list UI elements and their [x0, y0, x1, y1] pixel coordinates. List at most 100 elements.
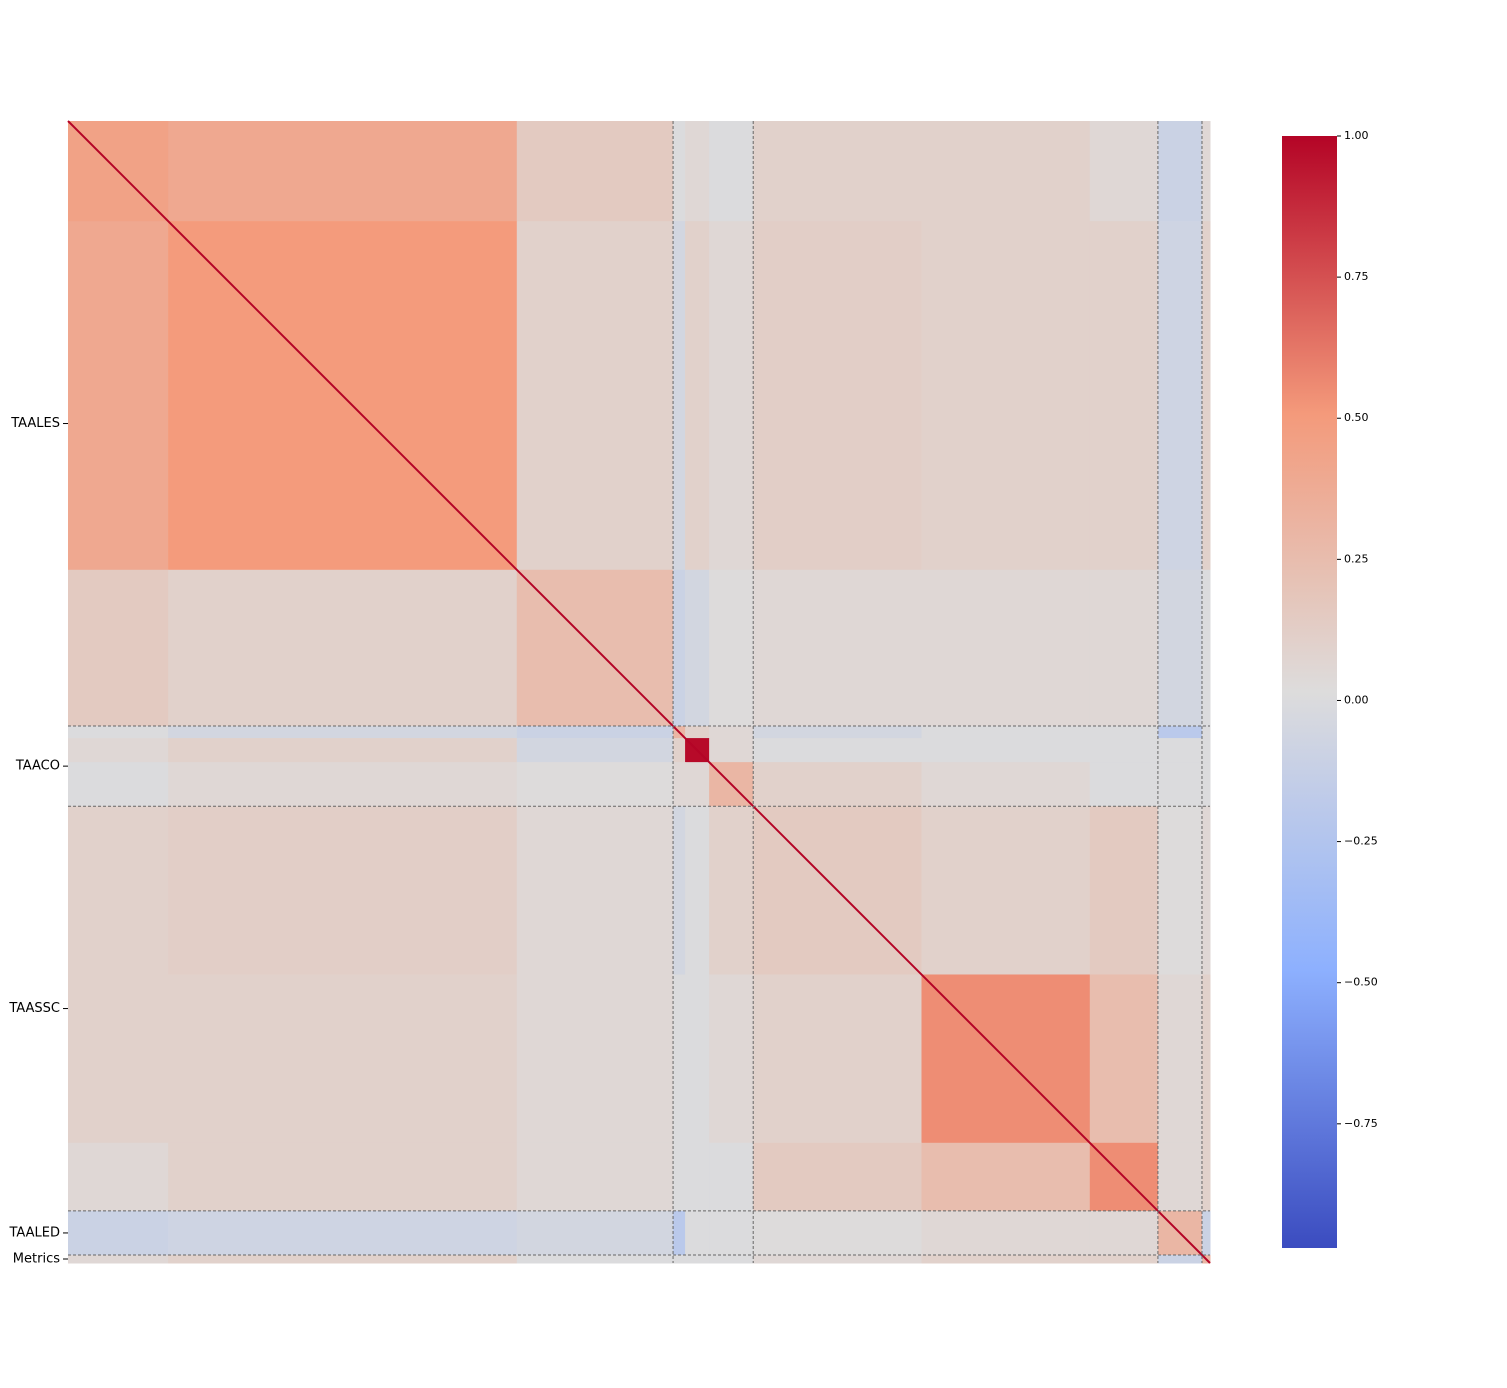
heatmap-cell — [685, 762, 710, 807]
heatmap-cell — [685, 569, 710, 727]
heatmap-cell — [1201, 806, 1211, 975]
heatmap-cell — [685, 1142, 710, 1212]
heatmap-cell — [168, 1142, 518, 1212]
y-tick-label: TAALED — [8, 1225, 60, 1240]
heatmap-cell — [921, 1210, 1091, 1256]
heatmap-cell — [753, 738, 922, 763]
heatmap-cell — [1201, 974, 1211, 1144]
heatmap-cell — [516, 1210, 674, 1256]
heatmap-cell — [673, 1142, 686, 1212]
heatmap-cell — [1089, 726, 1159, 739]
heatmap-cell — [168, 121, 518, 222]
heatmap-cell — [68, 762, 169, 807]
heatmap-cell — [1157, 221, 1203, 571]
heatmap-cell — [1201, 121, 1211, 222]
heatmap-cell — [516, 726, 674, 739]
heatmap-cell — [1201, 569, 1211, 727]
heatmap-cell — [753, 1142, 922, 1212]
heatmap-cell — [168, 726, 518, 739]
heatmap-cell — [68, 221, 169, 571]
heatmap-cell — [1089, 762, 1159, 807]
heatmap-cell — [1201, 762, 1211, 807]
heatmap-cell — [68, 569, 169, 727]
heatmap-cell — [673, 221, 686, 571]
heatmap-cell — [709, 1254, 754, 1264]
heatmap-cell — [673, 1254, 686, 1264]
heatmap-cell — [673, 121, 686, 222]
heatmap-cell — [685, 726, 710, 739]
heatmap-cell — [673, 1210, 686, 1256]
heatmap-cell — [753, 1254, 922, 1264]
heatmap-cell — [921, 121, 1091, 222]
y-tick-label: TAASSC — [8, 1001, 60, 1016]
heatmap-cell — [1157, 121, 1203, 222]
heatmap-cell — [709, 121, 754, 222]
heatmap-cell — [753, 762, 922, 807]
heatmap-cell — [685, 806, 710, 975]
heatmap-cell — [673, 974, 686, 1144]
heatmap-cell — [516, 974, 674, 1144]
heatmap-cell — [753, 121, 922, 222]
heatmap-cell — [685, 974, 710, 1144]
heatmap-cell — [921, 738, 1091, 763]
heatmap-cell — [1201, 221, 1211, 571]
heatmap-cell — [68, 1254, 169, 1264]
heatmap-cell — [921, 806, 1091, 975]
colorbar-tick-label: −0.75 — [1344, 1117, 1378, 1130]
heatmap-cell — [921, 1142, 1091, 1212]
heatmap-cell — [516, 762, 674, 807]
heatmap-cell — [685, 221, 710, 571]
colorbar-tick-label: 1.00 — [1344, 129, 1369, 142]
heatmap-cell — [1157, 726, 1203, 739]
heatmap-cell — [168, 974, 518, 1144]
heatmap-cell — [1089, 738, 1159, 763]
heatmap-cell — [1157, 569, 1203, 727]
heatmap-cell — [1157, 806, 1203, 975]
heatmap-cell — [709, 1210, 754, 1256]
heatmap-cell — [921, 569, 1091, 727]
heatmap-cell — [1157, 738, 1203, 763]
heatmap-cell — [516, 1254, 674, 1264]
heatmap-cell — [753, 1210, 922, 1256]
heatmap-cell — [685, 121, 710, 222]
heatmap-cell — [1201, 726, 1211, 739]
heatmap-cell — [685, 1210, 710, 1256]
heatmap-cell — [68, 974, 169, 1144]
heatmap-cell — [1089, 1210, 1159, 1256]
heatmap-cell — [673, 569, 686, 727]
heatmap-cell — [1201, 738, 1211, 763]
heatmap-cell — [921, 1254, 1091, 1264]
heatmap-cell — [709, 569, 754, 727]
heatmap-cell — [673, 762, 686, 807]
heatmap-cell — [921, 762, 1091, 807]
colorbar-tick-label: 0.00 — [1344, 693, 1369, 706]
heatmap-cell — [68, 738, 169, 763]
heatmap-cell — [673, 806, 686, 975]
heatmap-cell — [168, 1254, 518, 1264]
heatmap-cell — [753, 726, 922, 739]
colorbar-tick-label: −0.25 — [1344, 835, 1378, 848]
heatmap-cell — [753, 221, 922, 571]
heatmap-cell — [1089, 1254, 1159, 1264]
colorbar-tick-label: 0.25 — [1344, 552, 1369, 565]
heatmap-cell — [673, 738, 686, 763]
heatmap-cell — [68, 726, 169, 739]
heatmap-cell — [516, 738, 674, 763]
colorbar — [1282, 136, 1337, 1248]
y-tick-label: TAALES — [10, 416, 60, 431]
heatmap-cell — [709, 1142, 754, 1212]
heatmap-cell — [68, 1142, 169, 1212]
colorbar-tick-label: −0.50 — [1344, 976, 1378, 989]
heatmap-cell — [921, 221, 1091, 571]
heatmap-cell — [516, 221, 674, 571]
heatmap-cell — [1157, 1254, 1203, 1264]
heatmap-cell — [168, 762, 518, 807]
heatmap-cell — [516, 121, 674, 222]
heatmap-cell — [168, 1210, 518, 1256]
heatmap-cell — [1157, 1142, 1203, 1212]
heatmap-cell — [1089, 121, 1159, 222]
heatmap-cell — [1201, 1142, 1211, 1212]
colorbar-tick-label: 0.75 — [1344, 270, 1369, 283]
heatmap-cell — [168, 738, 518, 763]
